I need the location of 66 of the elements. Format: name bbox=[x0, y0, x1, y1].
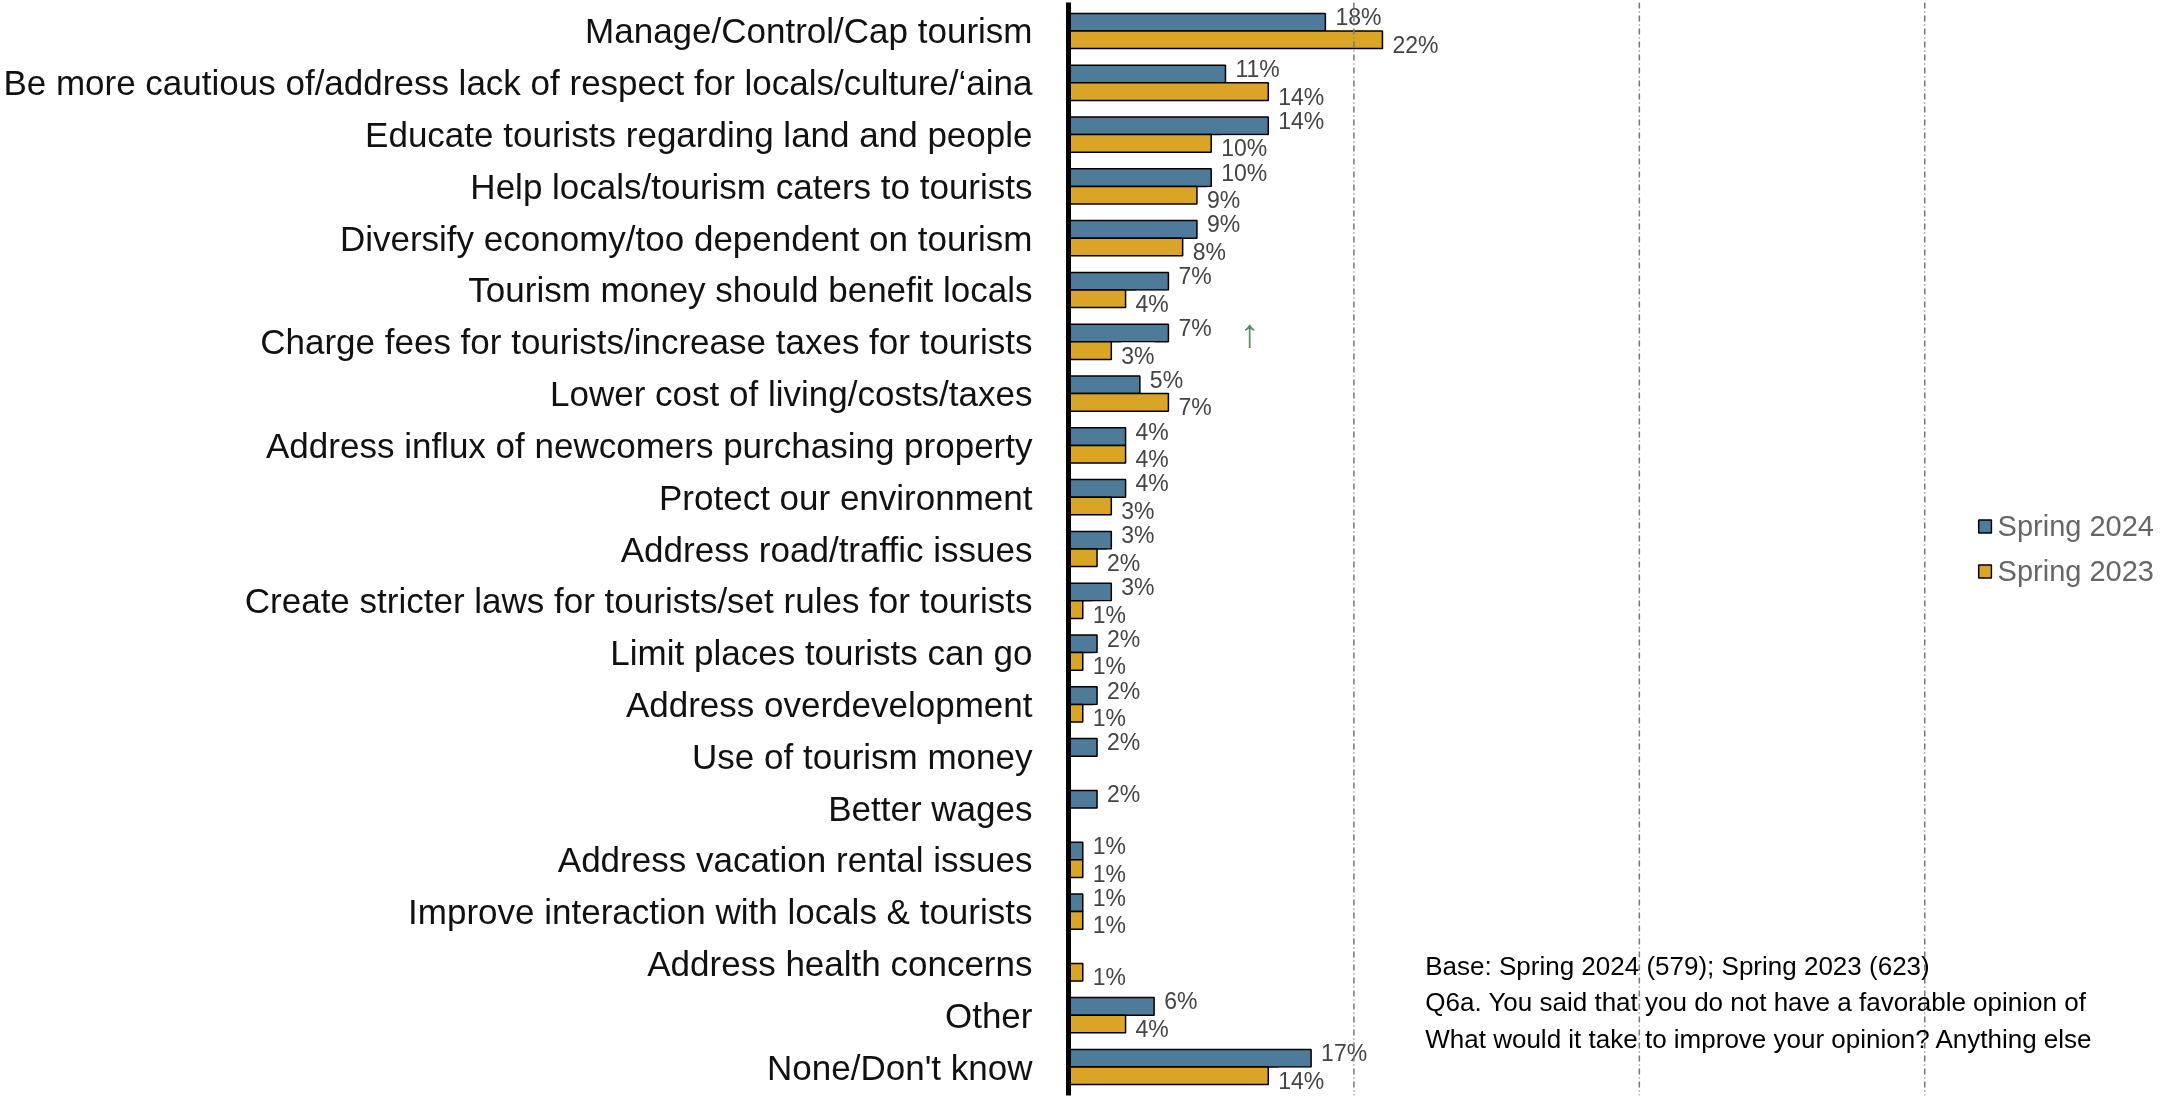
data-label: 14% bbox=[1278, 1067, 1325, 1094]
data-label: 1% bbox=[1092, 705, 1127, 732]
annotation: ↑ bbox=[1239, 310, 1260, 355]
data-label: 7% bbox=[1178, 314, 1212, 341]
data-label: 1% bbox=[1092, 964, 1127, 991]
data-label: 5% bbox=[1149, 366, 1184, 393]
y-tick-label: Address vacation rental issues bbox=[557, 840, 1033, 880]
data-label: 2% bbox=[1107, 549, 1141, 576]
y-tick-label: Address influx of newcomers purchasing property bbox=[266, 425, 1033, 465]
data-label: 8% bbox=[1192, 239, 1226, 265]
data-label: 3% bbox=[1121, 342, 1155, 369]
y-tick-label: Improve interaction with locals & tourists bbox=[408, 892, 1033, 932]
data-label: 10% bbox=[1221, 159, 1268, 186]
data-label: 14% bbox=[1278, 107, 1325, 134]
data-label: 17% bbox=[1321, 1040, 1368, 1067]
data-label: 9% bbox=[1206, 211, 1241, 238]
y-tick-label: Educate tourists regarding land and people bbox=[365, 115, 1033, 155]
y-tick-label: Use of tourism money bbox=[692, 736, 1033, 776]
text: Q6a. You said that you do not have a favorable opinion of bbox=[1425, 987, 2087, 1018]
data-label: 6% bbox=[1164, 988, 1198, 1015]
y-tick-label: Help locals/tourism caters to tourists bbox=[470, 166, 1033, 206]
data-label: 1% bbox=[1092, 860, 1127, 887]
data-label: 1% bbox=[1092, 833, 1127, 859]
y-tick-label: Diversify economy/too dependent on tourism bbox=[339, 218, 1033, 258]
y-tick-label: Tourism money should benefit locals bbox=[468, 270, 1033, 310]
data-label: 18% bbox=[1335, 4, 1382, 31]
data-label: 1% bbox=[1092, 653, 1127, 680]
data-label: 3% bbox=[1121, 522, 1155, 549]
data-label: 10% bbox=[1221, 135, 1268, 162]
y-tick-label: Limit places tourists can go bbox=[610, 633, 1033, 673]
data-label: 7% bbox=[1178, 394, 1212, 421]
y-tick-label: Better wages bbox=[828, 788, 1033, 828]
text: Base: Spring 2024 (579); Spring 2023 (623) bbox=[1425, 951, 1930, 981]
y-tick-label: None/Don't know bbox=[767, 1047, 1034, 1087]
legend-label: Spring 2024 bbox=[1997, 509, 2154, 543]
y-tick-label: Protect our environment bbox=[658, 477, 1033, 517]
y-tick-label: Other bbox=[944, 995, 1033, 1035]
y-tick-label: Address road/traffic issues bbox=[620, 529, 1033, 569]
y-tick-label: Charge fees for tourists/increase taxes for tourists bbox=[260, 322, 1033, 362]
data-label: 4% bbox=[1135, 418, 1169, 445]
data-label: 3% bbox=[1121, 498, 1155, 525]
data-label: 1% bbox=[1092, 884, 1127, 911]
data-label: 11% bbox=[1235, 55, 1280, 82]
data-label: 1% bbox=[1092, 912, 1127, 939]
data-label: 1% bbox=[1092, 601, 1127, 628]
data-label: 7% bbox=[1178, 263, 1212, 290]
data-label: 9% bbox=[1206, 187, 1241, 214]
data-label: 3% bbox=[1121, 573, 1155, 600]
data-label: 22% bbox=[1392, 31, 1439, 58]
data-label: 2% bbox=[1107, 677, 1141, 704]
y-tick-label: Be more cautious of/address lack of respect for locals/culture/‘aina bbox=[3, 63, 1034, 103]
y-tick-label: Create stricter laws for tourists/set rules for tourists bbox=[244, 581, 1033, 621]
y-tick-label: Address overdevelopment bbox=[625, 684, 1033, 724]
data-label: 2% bbox=[1107, 781, 1141, 808]
data-label: 2% bbox=[1107, 729, 1141, 756]
data-label: 4% bbox=[1135, 290, 1169, 317]
data-label: 4% bbox=[1135, 470, 1169, 497]
data-label: 14% bbox=[1278, 83, 1325, 110]
y-tick-label: Address health concerns bbox=[647, 943, 1033, 983]
y-tick-label: Manage/Control/Cap tourism bbox=[585, 11, 1033, 51]
data-label: 2% bbox=[1107, 625, 1141, 652]
data-label: 4% bbox=[1135, 1016, 1169, 1043]
legend-label: Spring 2023 bbox=[1997, 554, 2154, 588]
data-label: 4% bbox=[1135, 446, 1169, 473]
text: What would it take to improve your opinion? Anything else bbox=[1425, 1023, 2092, 1054]
y-tick-label: Lower cost of living/costs/taxes bbox=[550, 374, 1033, 414]
